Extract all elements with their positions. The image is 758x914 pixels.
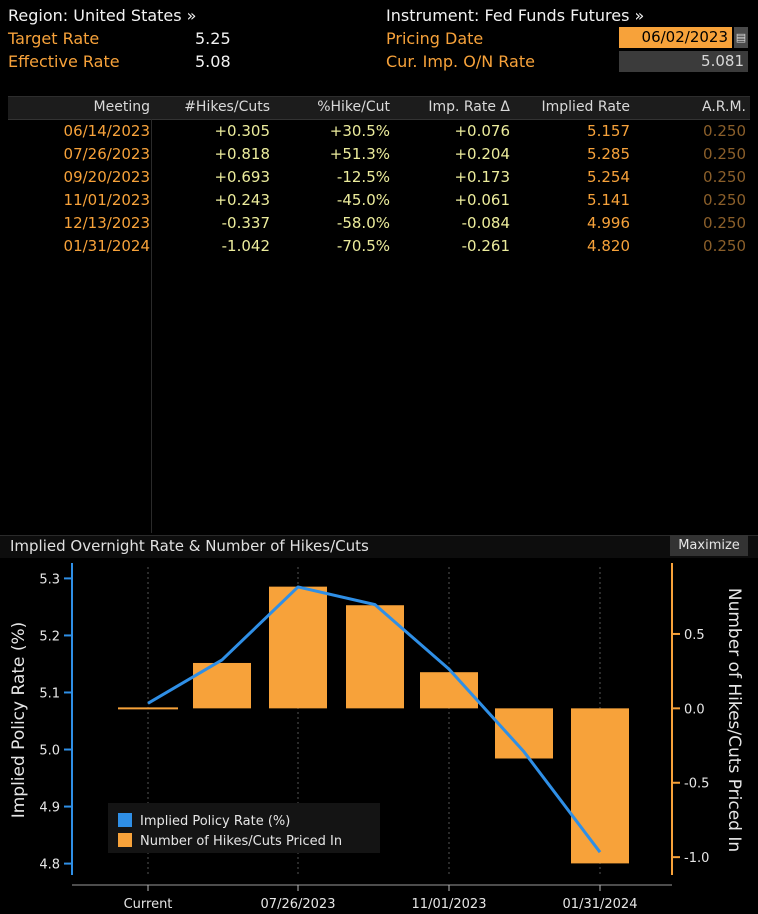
calendar-icon[interactable]: ▤ — [734, 27, 748, 48]
col-header-arm[interactable]: A.R.M. — [702, 99, 746, 115]
cell-meeting: 06/14/2023 — [63, 122, 150, 140]
cell-imp-rate-delta: +0.076 — [454, 122, 510, 140]
implied-rate-line — [147, 585, 602, 854]
legend-label-rate: Implied Policy Rate (%) — [140, 814, 290, 829]
cell-hikes-cuts: +0.693 — [214, 168, 270, 186]
bar-01/31/2024 — [571, 708, 629, 864]
meetings-table: Meeting #Hikes/Cuts %Hike/Cut Imp. Rate … — [8, 96, 750, 533]
left-tick-label: 5.0 — [39, 744, 60, 759]
column-divider — [151, 119, 152, 533]
col-header-hikes-cuts[interactable]: #Hikes/Cuts — [184, 99, 270, 115]
cell-hikes-cuts: -0.337 — [221, 214, 270, 232]
implied-rate-chart: 4.8 4.9 5.0 5.1 5.2 5.3 -1.0 -0.5 0.0 0.5 Current 0… — [9, 563, 744, 912]
cell-implied-rate: 5.157 — [587, 122, 630, 140]
cell-imp-rate-delta: -0.261 — [461, 237, 510, 255]
table-row[interactable]: 09/20/2023 +0.693 -12.5% +0.173 5.254 0.… — [8, 166, 750, 189]
legend-background — [108, 803, 380, 853]
cell-arm: 0.250 — [703, 168, 746, 186]
cell-pct-hike-cut: +30.5% — [329, 122, 390, 140]
cell-imp-rate-delta: +0.204 — [454, 145, 510, 163]
cell-arm: 0.250 — [703, 122, 746, 140]
pricing-date-input[interactable]: 06/02/2023 — [619, 27, 732, 48]
cell-pct-hike-cut: -45.0% — [336, 191, 390, 209]
cell-pct-hike-cut: +51.3% — [329, 145, 390, 163]
cell-hikes-cuts: -1.042 — [221, 237, 270, 255]
left-tick-label: 4.9 — [39, 801, 60, 816]
cur-imp-on-rate-value: 5.081 — [619, 51, 748, 72]
cell-arm: 0.250 — [703, 214, 746, 232]
table-row[interactable]: 06/14/2023 +0.305 +30.5% +0.076 5.157 0.… — [8, 120, 750, 143]
x-tick-label: Current — [124, 897, 173, 912]
cell-imp-rate-delta: +0.061 — [454, 191, 510, 209]
cell-arm: 0.250 — [703, 237, 746, 255]
table-row[interactable]: 01/31/2024 -1.042 -70.5% -0.261 4.820 0.… — [8, 235, 750, 258]
cell-hikes-cuts: +0.305 — [214, 122, 270, 140]
left-tick-label: 5.3 — [39, 572, 60, 587]
table-header: Meeting #Hikes/Cuts %Hike/Cut Imp. Rate … — [8, 97, 750, 120]
table-row[interactable]: 07/26/2023 +0.818 +51.3% +0.204 5.285 0.… — [8, 143, 750, 166]
cur-imp-on-rate-label: Cur. Imp. O/N Rate — [386, 52, 535, 71]
x-tick-label: 11/01/2023 — [412, 897, 487, 912]
col-header-implied-rate[interactable]: Implied Rate — [541, 99, 630, 115]
col-header-meeting[interactable]: Meeting — [93, 99, 150, 115]
cell-meeting: 07/26/2023 — [63, 145, 150, 163]
chart-axes: 4.8 4.9 5.0 5.1 5.2 5.3 -1.0 -0.5 0.0 0.5 Current 0… — [39, 563, 709, 912]
cell-meeting: 12/13/2023 — [63, 214, 150, 232]
table-row[interactable]: 11/01/2023 +0.243 -45.0% +0.061 5.141 0.… — [8, 189, 750, 212]
cell-hikes-cuts: +0.818 — [214, 145, 270, 163]
cell-hikes-cuts: +0.243 — [214, 191, 270, 209]
cell-meeting: 09/20/2023 — [63, 168, 150, 186]
cell-imp-rate-delta: +0.173 — [454, 168, 510, 186]
cell-pct-hike-cut: -58.0% — [336, 214, 390, 232]
right-tick-label: 0.0 — [684, 702, 705, 717]
effective-rate-label: Effective Rate — [8, 52, 120, 71]
right-axis-title: Number of Hikes/Cuts Priced In — [724, 588, 744, 852]
cell-implied-rate: 4.996 — [587, 214, 630, 232]
x-tick-label: 01/31/2024 — [563, 897, 638, 912]
right-tick-label: -0.5 — [684, 777, 709, 792]
pricing-date-label: Pricing Date — [386, 29, 484, 48]
cell-pct-hike-cut: -12.5% — [336, 168, 390, 186]
target-rate-label: Target Rate — [8, 29, 100, 48]
legend-label-hikes: Number of Hikes/Cuts Priced In — [140, 834, 342, 849]
bar-06/14/2023 — [193, 662, 251, 709]
cell-meeting: 01/31/2024 — [63, 237, 150, 255]
cell-arm: 0.250 — [703, 191, 746, 209]
chart-legend: Implied Policy Rate (%) Number of Hikes/… — [108, 803, 380, 853]
chart-title: Implied Overnight Rate & Number of Hikes… — [10, 537, 369, 555]
right-tick-label: 0.5 — [684, 628, 705, 643]
target-rate-value: 5.25 — [195, 29, 231, 48]
cell-implied-rate: 5.285 — [587, 145, 630, 163]
cell-implied-rate: 5.141 — [587, 191, 630, 209]
col-header-imp-rate-delta[interactable]: Imp. Rate Δ — [428, 99, 510, 115]
legend-swatch-hikes — [118, 833, 132, 847]
table-row[interactable]: 12/13/2023 -0.337 -58.0% -0.084 4.996 0.… — [8, 212, 750, 235]
col-header-pct-hike-cut[interactable]: %Hike/Cut — [317, 99, 390, 115]
instrument-selector[interactable]: Instrument: Fed Funds Futures » — [386, 6, 645, 25]
legend-swatch-rate — [118, 813, 132, 827]
cell-arm: 0.250 — [703, 145, 746, 163]
effective-rate-value: 5.08 — [195, 52, 231, 71]
left-axis-title: Implied Policy Rate (%) — [9, 622, 29, 819]
maximize-button[interactable]: Maximize — [670, 535, 748, 556]
left-tick-label: 5.2 — [39, 629, 60, 644]
x-tick-label: 07/26/2023 — [261, 897, 336, 912]
cell-implied-rate: 4.820 — [587, 237, 630, 255]
left-tick-label: 4.8 — [39, 858, 60, 873]
cell-imp-rate-delta: -0.084 — [461, 214, 510, 232]
right-tick-label: -1.0 — [684, 851, 709, 866]
region-selector[interactable]: Region: United States » — [8, 6, 197, 25]
cell-pct-hike-cut: -70.5% — [336, 237, 390, 255]
cell-implied-rate: 5.254 — [587, 168, 630, 186]
left-tick-label: 5.1 — [39, 686, 60, 701]
cell-meeting: 11/01/2023 — [63, 191, 150, 209]
chart-title-bar — [0, 535, 758, 558]
